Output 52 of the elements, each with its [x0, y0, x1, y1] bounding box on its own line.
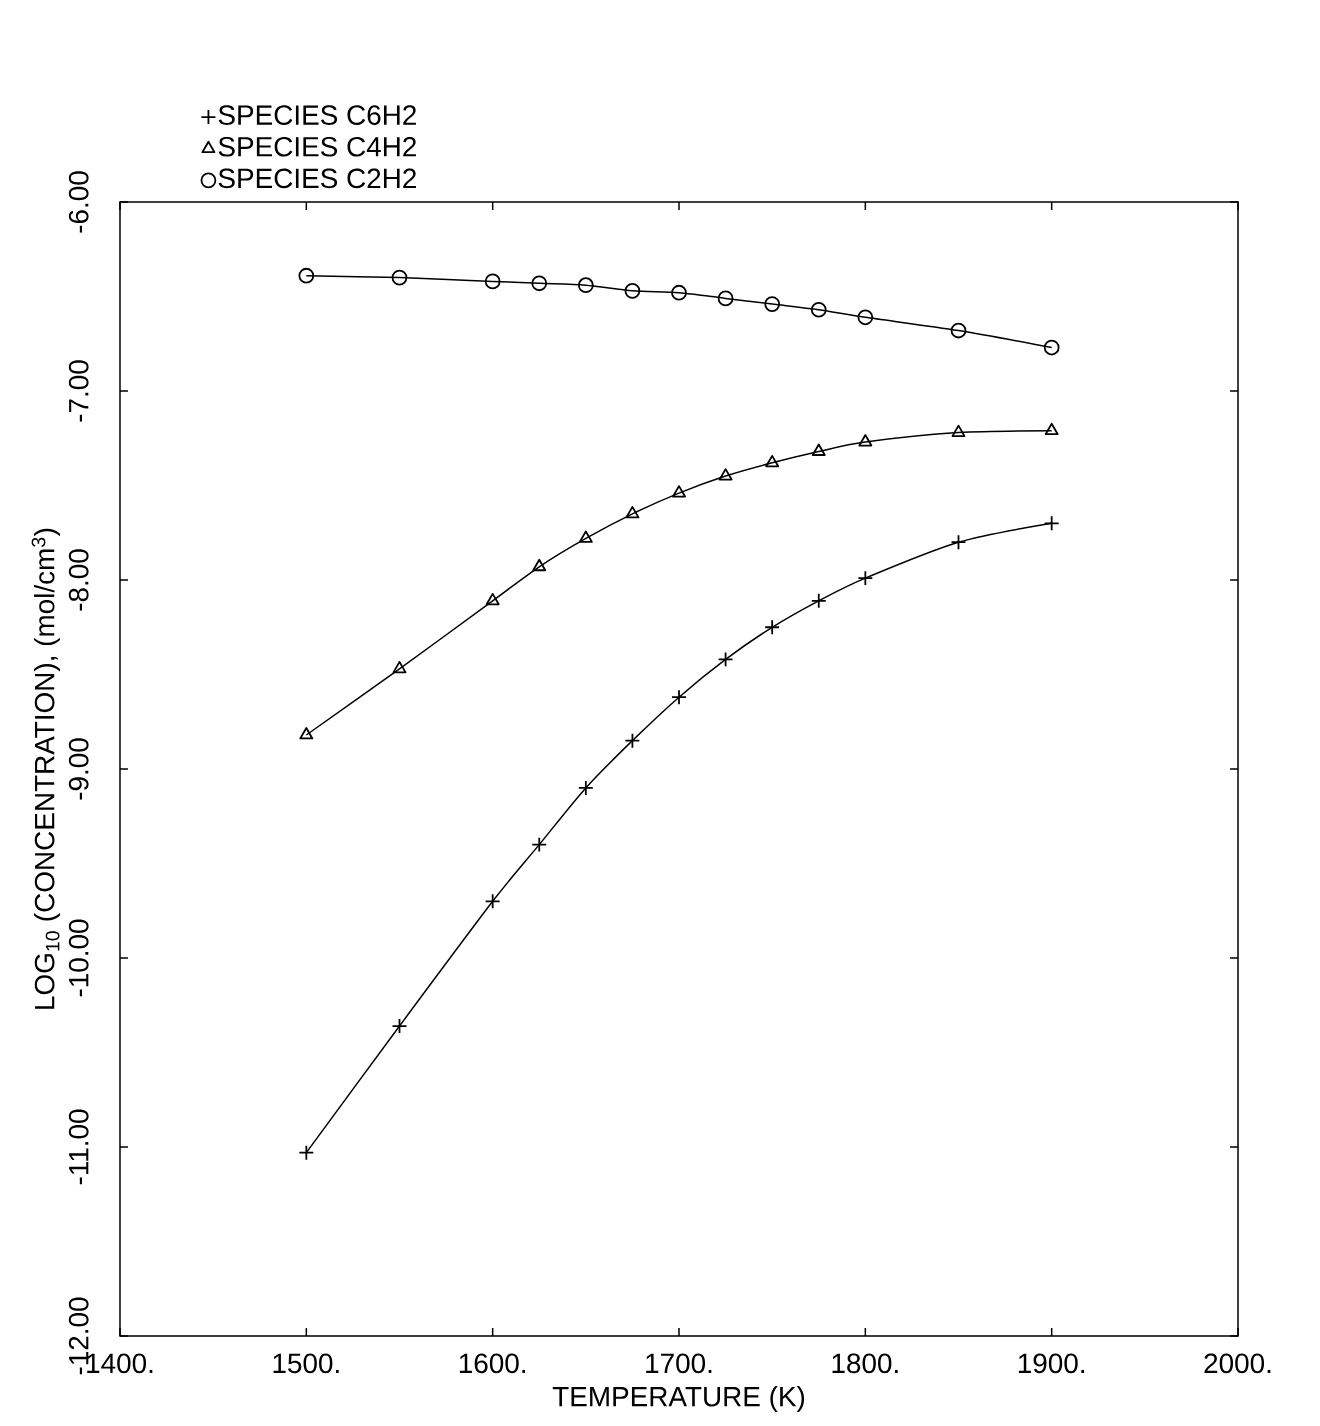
- point: [718, 468, 733, 481]
- point: [624, 732, 641, 749]
- point: [858, 434, 873, 447]
- point: [857, 309, 874, 326]
- point: [624, 282, 641, 299]
- point: [298, 1144, 315, 1161]
- point: [810, 301, 827, 318]
- point: [392, 660, 407, 674]
- point: [485, 592, 500, 606]
- point: [625, 505, 640, 519]
- point: [717, 290, 734, 307]
- x-tick-label: 1400.: [87, 1353, 153, 1374]
- point: [811, 443, 826, 456]
- point: [717, 651, 734, 668]
- x-tick-label: 1800.: [832, 1353, 898, 1374]
- y-axis-title: LOG$_{10}$ (CONCENTRATION), (mol/cm$^{3}$): [31, 528, 61, 1009]
- x-tick-label: 1600.: [459, 1353, 526, 1374]
- x-tick-label: 2000.: [1204, 1353, 1271, 1374]
- point: [298, 267, 315, 284]
- y-tick-label: -10.00: [68, 919, 89, 997]
- legend-label: SPECIES C2H2: [218, 168, 416, 189]
- point: [1043, 339, 1060, 356]
- y-tick-label: -12.00: [68, 1297, 89, 1375]
- legend-label: SPECIES C6H2: [218, 105, 416, 125]
- point: [951, 424, 966, 437]
- y-tick-label: -6.00: [68, 171, 89, 233]
- point: [764, 296, 781, 312]
- point: [299, 727, 314, 740]
- y-tick-label: -9.00: [68, 738, 89, 800]
- y-tick-label: -11.00: [68, 1109, 89, 1185]
- point: [1043, 515, 1060, 532]
- x-tick-label: 1500.: [273, 1353, 339, 1374]
- y-tick-label: -7.00: [68, 360, 89, 422]
- x-axis-title: TEMPERATURE (K): [552, 1386, 805, 1413]
- point: [765, 454, 780, 468]
- point: [531, 836, 548, 853]
- point: [577, 277, 594, 294]
- point: [532, 558, 547, 572]
- point: [1044, 422, 1059, 436]
- point: [950, 322, 967, 339]
- legend-label: SPECIES C4H2: [218, 136, 416, 157]
- point: [484, 893, 501, 910]
- point: [391, 269, 408, 286]
- point: [671, 284, 687, 301]
- x-tick-label: 1900.: [1018, 1353, 1085, 1374]
- x-tick-label: 1700.: [646, 1353, 712, 1374]
- point: [672, 485, 686, 498]
- point: [531, 275, 548, 292]
- point: [578, 530, 593, 543]
- point: [484, 273, 501, 290]
- y-tick-label: -8.00: [68, 549, 89, 611]
- point: [764, 619, 781, 636]
